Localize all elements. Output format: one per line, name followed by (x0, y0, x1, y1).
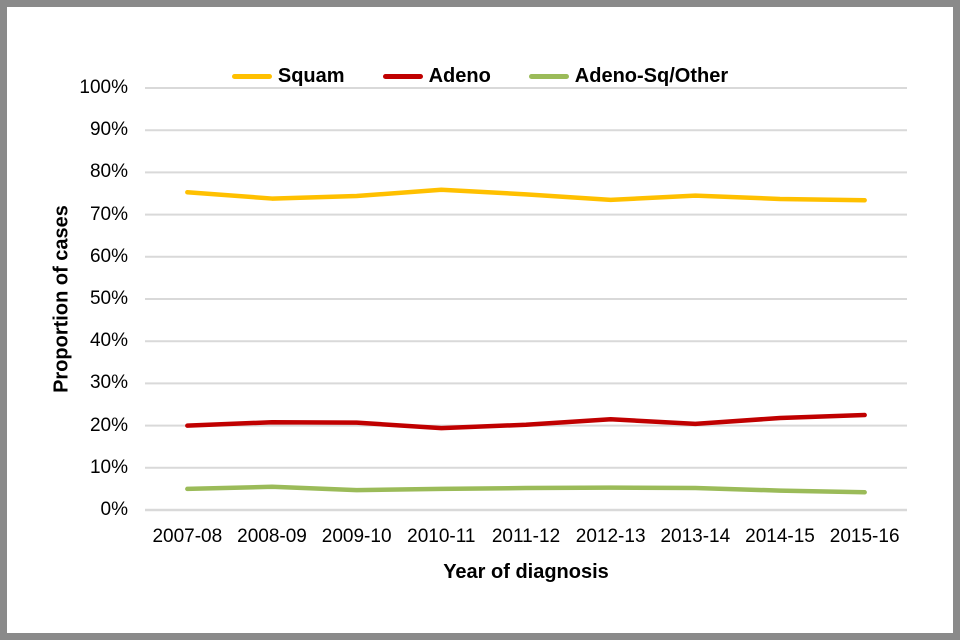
x-axis-tick-labels: 2007-08 2008-09 2009-10 2010-11 2011-12 2012-… (7, 526, 953, 550)
y-axis-tick-label: 100% (79, 77, 128, 98)
legend-item-squam: Squam (231, 64, 345, 88)
squam-line-swatch-icon (231, 73, 272, 79)
y-axis-tick-label: 10% (89, 456, 128, 478)
adeno-sq-other-line-swatch-icon (528, 73, 569, 79)
line-squam (185, 187, 867, 203)
y-axis-tick-label: 30% (89, 372, 128, 394)
y-axis-tick-label: 20% (89, 414, 128, 436)
legend-label-adeno-sq-other: Adeno-Sq/Other (574, 64, 729, 87)
legend-item-adeno-sq-other: Adeno-Sq/Other (528, 64, 729, 88)
x-axis-tick-label: 2009-10 (321, 526, 392, 547)
x-axis-title: Year of diagnosis (443, 561, 609, 583)
y-axis-tick-label: 50% (89, 288, 128, 309)
legend-item-adeno: Adeno (382, 64, 491, 88)
x-axis-tick-label: 2010-11 (407, 526, 476, 547)
y-axis-title: Proportion of cases (50, 205, 73, 393)
y-axis-tick-label: 0% (100, 499, 128, 520)
x-axis-tick-label: 2015-16 (829, 526, 900, 547)
legend-label-squam: Squam (277, 64, 345, 87)
y-axis-tick-labels: 0% 10% 20% 30% 40% 50% 60% 70% 80% 90% 100% (7, 7, 128, 633)
x-axis-tick-label: 2013-14 (660, 526, 731, 547)
x-axis-tick-label: 2012-13 (575, 526, 646, 547)
y-axis-tick-label: 70% (89, 203, 128, 225)
adeno-line-swatch-icon (382, 73, 423, 79)
legend-label-adeno: Adeno (428, 64, 491, 87)
y-axis-tick-label: 80% (89, 161, 128, 183)
line-adeno (185, 412, 867, 431)
y-axis-tick-label: 40% (89, 330, 128, 352)
x-axis-tick-label: 2011-12 (491, 526, 561, 547)
line-adeno-sq-other (185, 484, 867, 495)
x-axis-tick-label: 2008-09 (237, 526, 307, 547)
x-axis-tick-label: 2014-15 (745, 526, 815, 547)
y-axis-tick-label: 60% (89, 245, 128, 267)
y-axis-tick-label: 90% (89, 119, 128, 141)
plot-area (145, 87, 907, 512)
legend: Squam Adeno Adeno-Sq/Other (7, 62, 953, 90)
x-axis-tick-label: 2007-08 (152, 526, 223, 547)
